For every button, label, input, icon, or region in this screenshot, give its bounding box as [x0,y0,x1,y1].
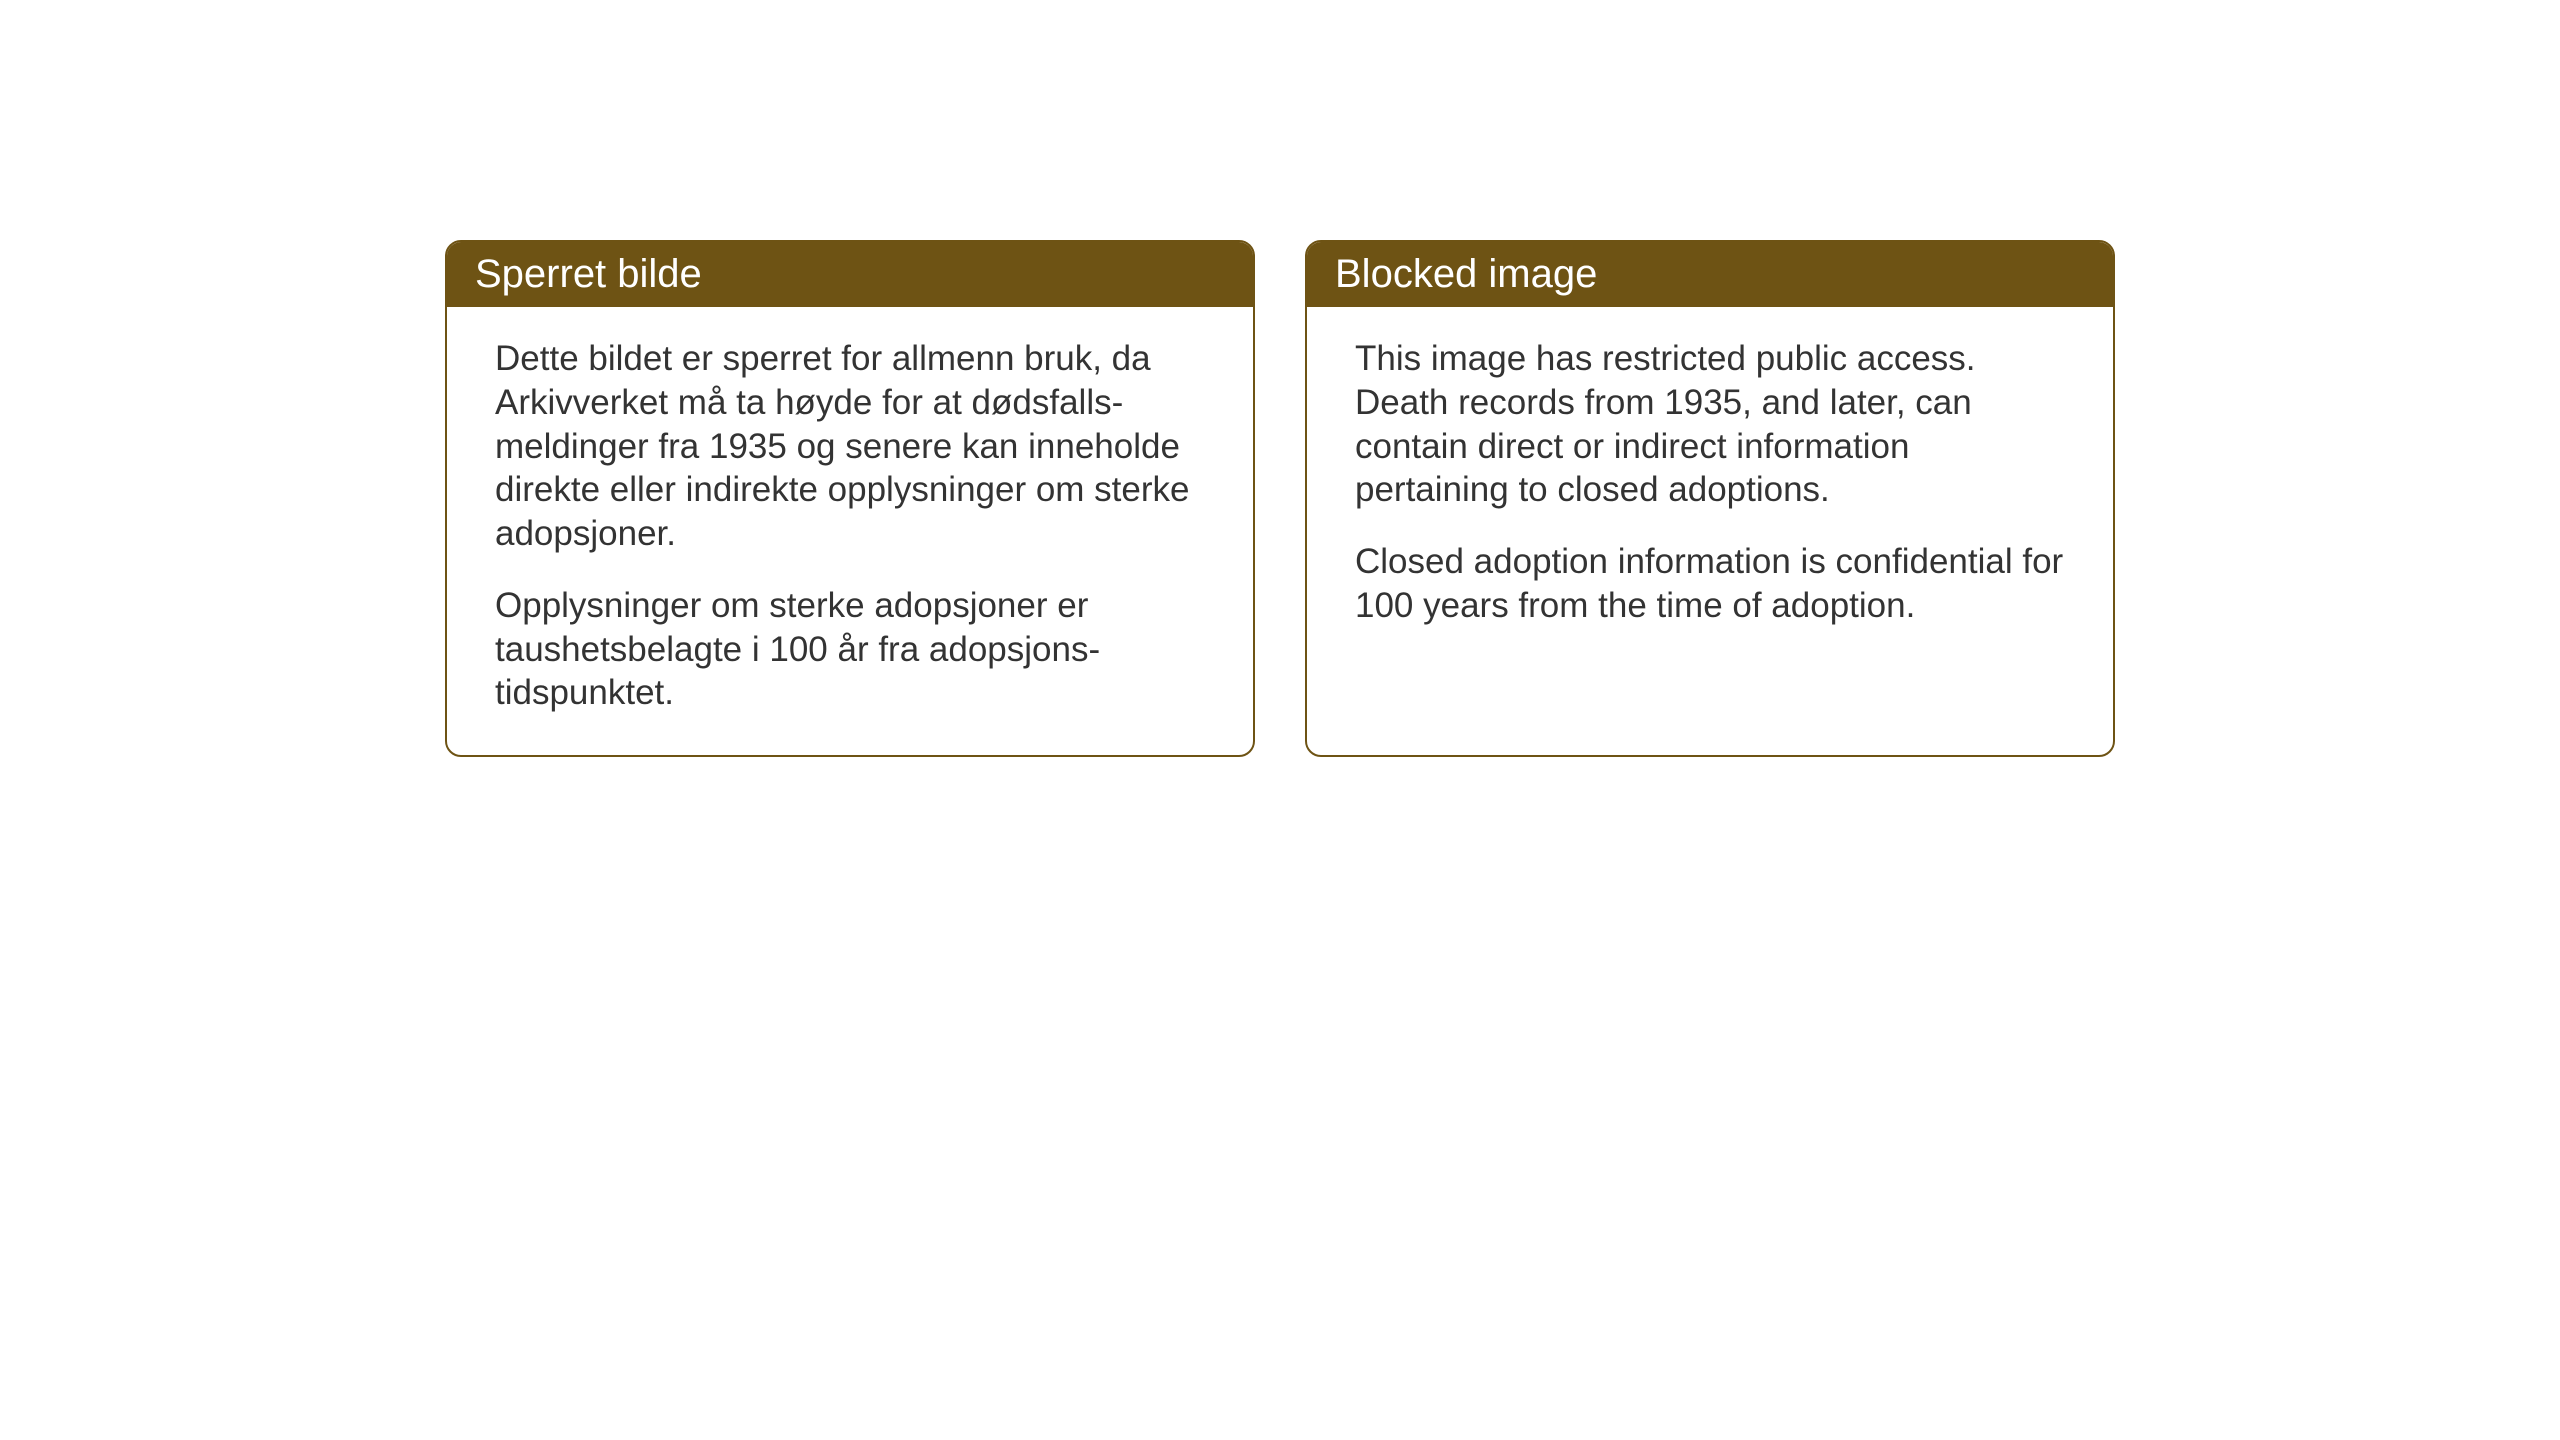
notice-card-english: Blocked image This image has restricted … [1305,240,2115,757]
paragraph-1-norwegian: Dette bildet er sperret for allmenn bruk… [495,337,1205,556]
card-body-norwegian: Dette bildet er sperret for allmenn bruk… [447,307,1253,755]
notice-cards-container: Sperret bilde Dette bildet er sperret fo… [445,240,2115,757]
paragraph-1-english: This image has restricted public access.… [1355,337,2065,512]
card-header-english: Blocked image [1307,242,2113,307]
paragraph-2-norwegian: Opplysninger om sterke adopsjoner er tau… [495,584,1205,715]
paragraph-2-english: Closed adoption information is confident… [1355,540,2065,628]
notice-card-norwegian: Sperret bilde Dette bildet er sperret fo… [445,240,1255,757]
card-title-norwegian: Sperret bilde [475,252,702,296]
card-title-english: Blocked image [1335,252,1597,296]
card-header-norwegian: Sperret bilde [447,242,1253,307]
card-body-english: This image has restricted public access.… [1307,307,2113,668]
